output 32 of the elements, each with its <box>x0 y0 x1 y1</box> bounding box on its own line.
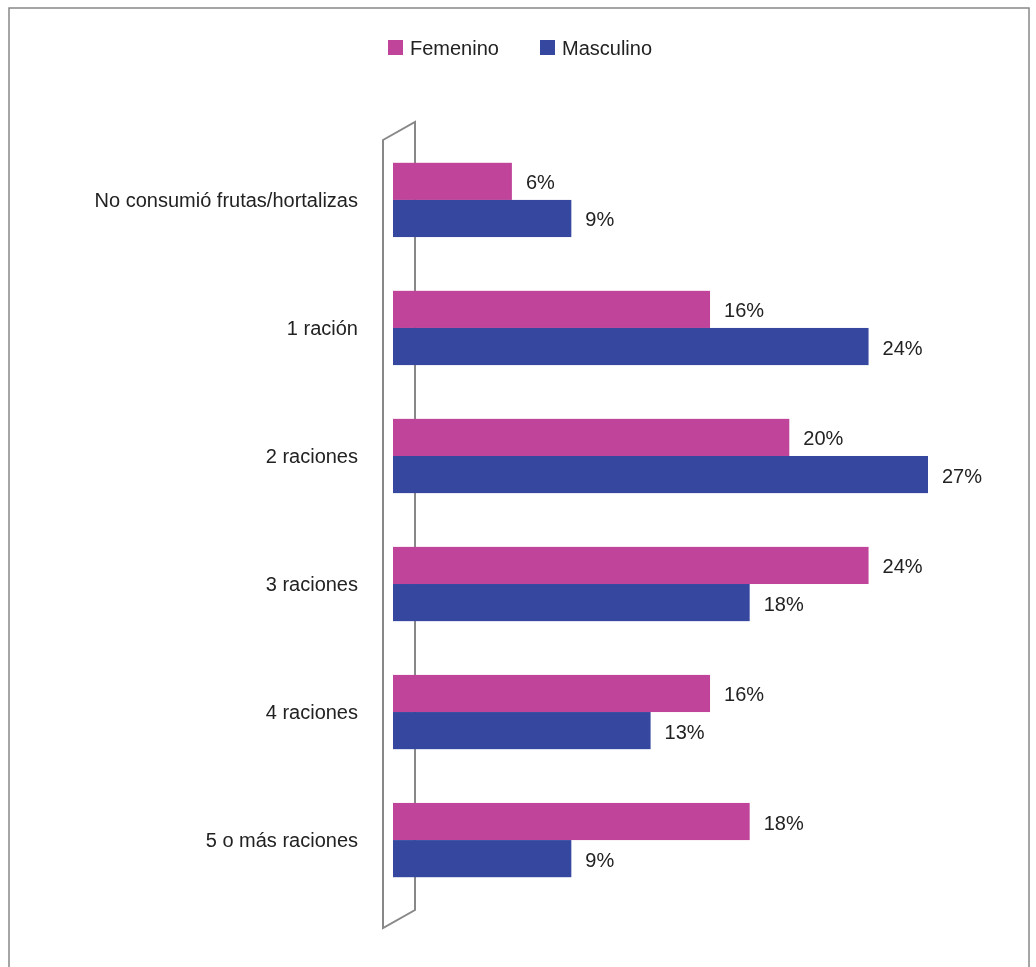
y-tick-label: 1 ración <box>286 316 358 339</box>
bar <box>393 199 572 238</box>
bar <box>393 584 750 622</box>
bar <box>393 802 750 841</box>
bar <box>393 327 869 366</box>
data-label: 18% <box>763 592 804 615</box>
data-label: 18% <box>763 811 804 834</box>
y-tick-label: 5 o más raciones <box>205 829 358 852</box>
bar <box>393 712 651 750</box>
data-label: 24% <box>882 555 923 578</box>
data-label: 16% <box>724 299 765 322</box>
y-tick-label: 4 raciones <box>265 701 358 724</box>
data-label: 20% <box>803 427 844 450</box>
data-label: 9% <box>585 208 615 231</box>
bar <box>393 418 790 456</box>
bar <box>393 290 711 328</box>
legend-label: Femenino <box>410 37 499 59</box>
data-label: 16% <box>724 683 765 706</box>
data-label: 6% <box>525 171 556 194</box>
y-tick-label: No consumió frutas/hortalizas <box>94 188 358 211</box>
data-label: 13% <box>664 720 705 743</box>
bar <box>393 455 928 494</box>
bar <box>393 840 572 878</box>
y-tick-label: 3 raciones <box>265 573 358 596</box>
data-label: 24% <box>882 336 923 359</box>
bar <box>393 546 869 585</box>
data-label: 27% <box>942 464 983 487</box>
bar <box>393 162 512 200</box>
legend-label: Masculino <box>562 37 653 59</box>
bar <box>393 674 711 713</box>
data-label: 9% <box>585 848 615 871</box>
y-tick-label: 2 raciones <box>265 444 358 467</box>
